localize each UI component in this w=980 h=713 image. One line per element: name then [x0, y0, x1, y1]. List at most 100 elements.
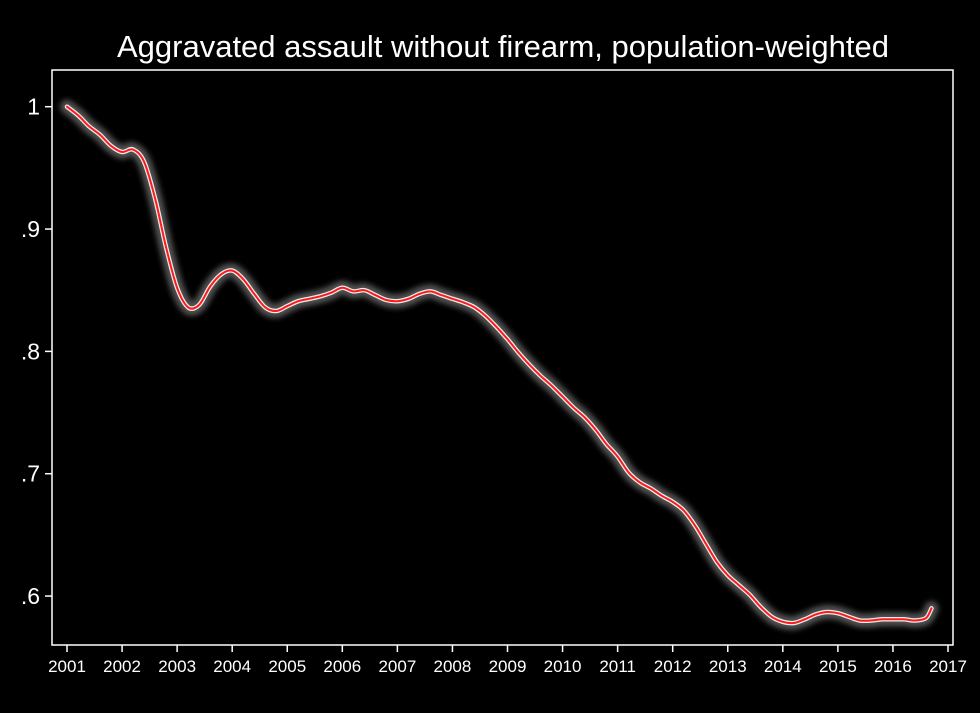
data-point [297, 300, 300, 303]
data-point [859, 619, 861, 622]
data-point [385, 299, 388, 301]
data-point [429, 290, 432, 293]
data-point [528, 364, 531, 366]
data-point [242, 278, 244, 281]
data-point [517, 351, 520, 354]
data-point [649, 487, 652, 490]
data-point [198, 304, 200, 306]
data-point [539, 375, 542, 377]
data-point [738, 584, 740, 586]
data-point [572, 406, 575, 409]
data-point [815, 613, 817, 616]
data-point [396, 300, 399, 303]
data-point [881, 618, 883, 621]
x-tick-label: 2007 [378, 657, 416, 676]
y-tick-label: .7 [21, 461, 40, 487]
data-point [715, 561, 718, 563]
data-point [495, 326, 498, 328]
data-point [154, 197, 156, 200]
data-point [220, 273, 222, 276]
data-point [99, 134, 101, 136]
data-point [451, 298, 454, 300]
x-tick-label: 2013 [709, 657, 747, 676]
data-point [352, 290, 355, 293]
data-point [374, 294, 377, 296]
data-point [88, 125, 90, 128]
data-point [804, 618, 806, 621]
data-point [638, 481, 641, 484]
data-point [727, 574, 729, 577]
y-axis: 1 .9 .8 .7 .6 [21, 94, 52, 609]
data-point [693, 524, 696, 526]
data-point [903, 618, 905, 621]
x-tick-label: 2014 [764, 657, 802, 676]
data-point [749, 594, 751, 596]
data-point [506, 338, 509, 340]
data-point [363, 289, 366, 292]
data-point [341, 287, 344, 289]
data-point [231, 269, 233, 272]
x-tick-label: 2010 [544, 657, 582, 676]
y-tick-label: .6 [21, 583, 40, 609]
data-point [66, 105, 68, 108]
y-tick-label: .8 [21, 338, 40, 364]
data-point [77, 114, 79, 117]
data-point [165, 246, 167, 249]
data-point [760, 606, 762, 608]
x-tick-label: 2005 [268, 657, 306, 676]
data-point [793, 622, 795, 624]
data-point [407, 298, 410, 300]
data-point [605, 443, 608, 446]
data-point [253, 293, 255, 295]
data-point [473, 306, 476, 309]
x-tick-label: 2002 [103, 657, 141, 676]
data-point [176, 287, 178, 289]
data-point [704, 542, 707, 545]
data-point [660, 494, 663, 497]
y-tick-label: 1 [27, 94, 40, 120]
data-point [132, 148, 134, 151]
data-point [771, 616, 773, 618]
x-axis: 2001 2002 2003 2004 2005 2006 2007 2008 2009 2010… [48, 645, 967, 676]
x-tick-label: 2001 [48, 657, 86, 676]
chart-title: Aggravated assault without firearm, popu… [117, 29, 889, 64]
data-point [583, 416, 586, 419]
y-tick-label: .9 [21, 216, 40, 242]
data-point [914, 619, 916, 622]
data-point [826, 611, 828, 613]
data-point [682, 509, 685, 512]
x-tick-label: 2012 [654, 657, 692, 676]
data-point [462, 301, 465, 304]
x-tick-label: 2015 [819, 657, 857, 676]
data-point [925, 617, 927, 619]
data-point [440, 294, 443, 296]
series-line [66, 105, 933, 625]
data-point [330, 291, 333, 294]
data-point [418, 293, 421, 295]
data-point [286, 305, 289, 307]
data-point [121, 151, 123, 153]
plot-area: 1.9.8.7.6 2001 2002 2003 2004 2005 2006 2007 20… [21, 69, 967, 676]
x-tick-label: 2003 [158, 657, 196, 676]
plot-frame [51, 69, 954, 646]
data-point [319, 295, 322, 298]
data-point [671, 501, 674, 503]
data-point [187, 306, 189, 309]
data-point [930, 607, 933, 610]
data-point [308, 298, 311, 300]
x-tick-label: 2011 [599, 657, 636, 676]
data-point [484, 315, 487, 317]
series-layer [60, 99, 939, 631]
data-point [143, 161, 145, 163]
data-point [837, 612, 839, 614]
data-point [782, 621, 784, 623]
data-point [561, 395, 564, 398]
data-point [550, 384, 553, 387]
data-point [264, 306, 267, 309]
data-point [209, 285, 211, 288]
data-point [627, 471, 630, 474]
x-tick-label: 2017 [929, 657, 967, 676]
data-point [616, 455, 619, 458]
